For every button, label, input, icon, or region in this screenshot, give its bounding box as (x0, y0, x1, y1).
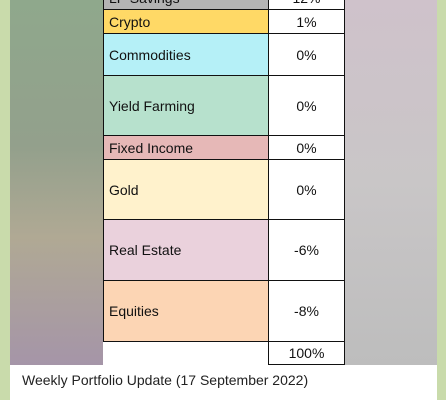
caption: Weekly Portfolio Update (17 September 20… (22, 372, 309, 388)
row-value: 1% (268, 9, 345, 34)
row-value: 0% (268, 75, 345, 136)
row-label: Crypto (103, 9, 269, 34)
row-value: -6% (268, 219, 345, 281)
background-strip (345, 0, 437, 365)
caption-bar (10, 365, 437, 400)
row-label: Fixed Income (103, 135, 269, 160)
row-label: Commodities (103, 33, 269, 76)
background-strip (10, 0, 103, 365)
row-label: Yield Farming (103, 75, 269, 136)
total-value: 100% (268, 341, 345, 365)
row-value: -8% (268, 280, 345, 342)
row-value: 0% (268, 135, 345, 160)
row-label: Real Estate (103, 219, 269, 281)
row-label: Gold (103, 159, 269, 220)
row-label: Equities (103, 280, 269, 342)
row-value: 0% (268, 33, 345, 76)
table-image[interactable]: LP Savings12%Crypto1%Commodities0%Yield … (10, 0, 437, 365)
row-value: 0% (268, 159, 345, 220)
